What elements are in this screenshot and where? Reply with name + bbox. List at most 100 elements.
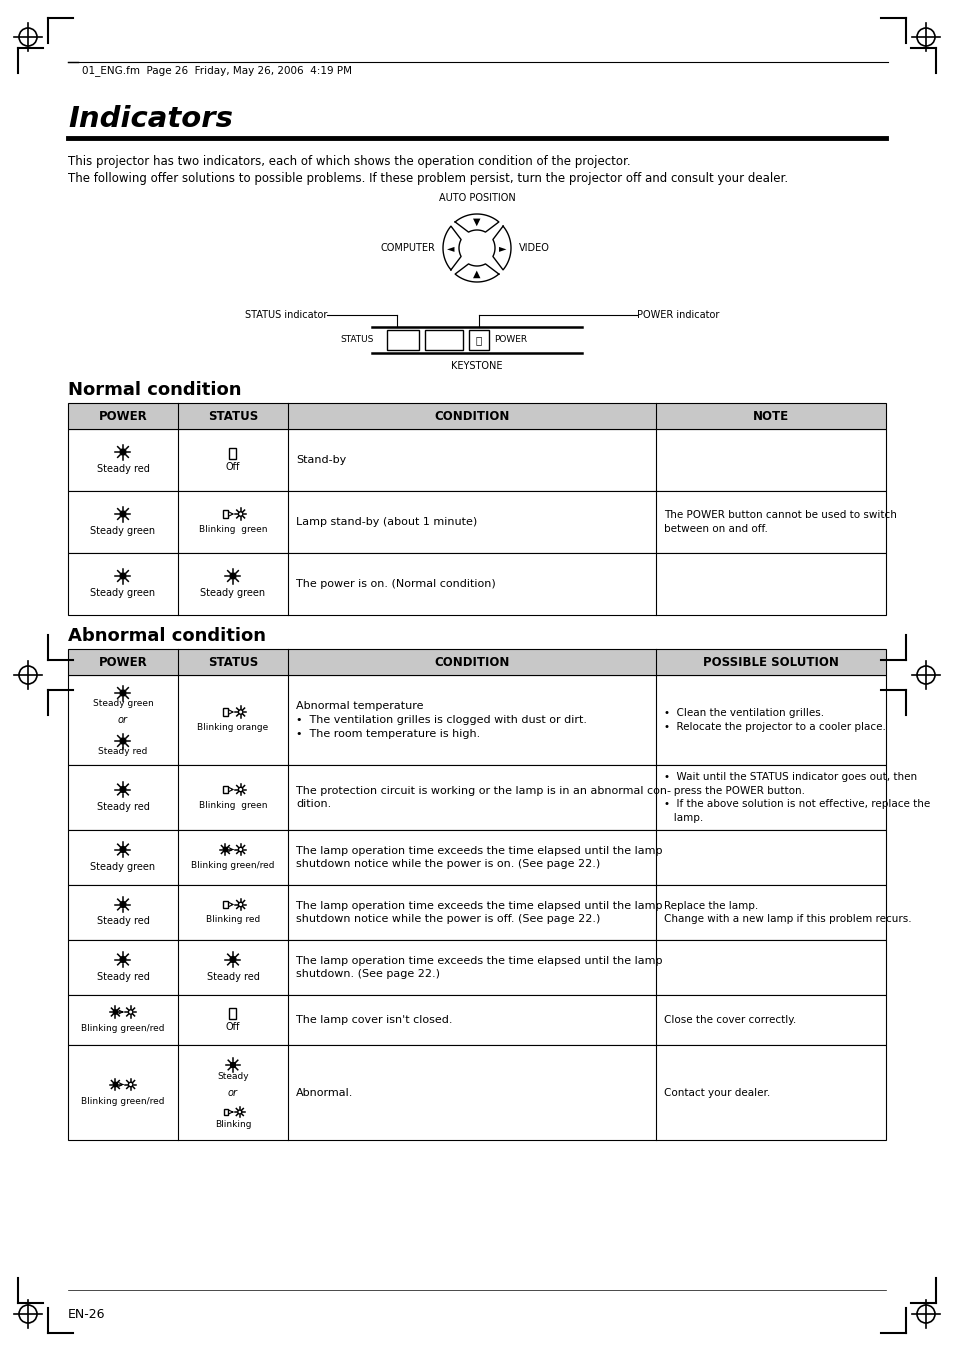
Text: Blinking green/red: Blinking green/red bbox=[81, 1024, 165, 1034]
Text: KEYSTONE: KEYSTONE bbox=[451, 361, 502, 372]
Circle shape bbox=[113, 1082, 117, 1086]
Text: ⏻: ⏻ bbox=[476, 335, 481, 345]
Bar bbox=[68, 430, 885, 490]
Text: EN-26: EN-26 bbox=[68, 1308, 106, 1321]
Bar bbox=[68, 648, 885, 676]
Text: Stand-by: Stand-by bbox=[295, 455, 346, 465]
Text: ▼: ▼ bbox=[473, 218, 480, 227]
Circle shape bbox=[129, 1082, 132, 1086]
Text: Blinking  green: Blinking green bbox=[198, 801, 267, 809]
Bar bbox=[68, 830, 885, 885]
Text: Lamp stand-by (about 1 minute): Lamp stand-by (about 1 minute) bbox=[295, 517, 476, 527]
Text: •  Clean the ventilation grilles.
•  Relocate the projector to a cooler place.: • Clean the ventilation grilles. • Reloc… bbox=[663, 708, 885, 732]
Text: VIDEO: VIDEO bbox=[518, 243, 549, 253]
Bar bbox=[387, 330, 418, 350]
Text: Steady green: Steady green bbox=[91, 862, 155, 871]
Text: Steady red: Steady red bbox=[96, 463, 150, 474]
Text: Steady green: Steady green bbox=[91, 526, 155, 536]
Circle shape bbox=[120, 573, 126, 580]
Circle shape bbox=[120, 847, 126, 852]
Bar bbox=[68, 490, 885, 553]
Circle shape bbox=[120, 449, 126, 455]
Bar bbox=[68, 1046, 885, 1140]
Text: Close the cover correctly.: Close the cover correctly. bbox=[663, 1015, 796, 1025]
Circle shape bbox=[120, 738, 126, 744]
Text: POSSIBLE SOLUTION: POSSIBLE SOLUTION bbox=[702, 655, 838, 669]
Bar bbox=[223, 901, 228, 908]
Text: Contact your dealer.: Contact your dealer. bbox=[663, 1088, 769, 1097]
Text: STATUS: STATUS bbox=[208, 655, 258, 669]
Circle shape bbox=[113, 1009, 117, 1015]
Circle shape bbox=[129, 1009, 132, 1015]
Circle shape bbox=[237, 1111, 241, 1115]
Text: POWER: POWER bbox=[494, 335, 527, 345]
Text: POWER: POWER bbox=[98, 655, 147, 669]
Text: STATUS: STATUS bbox=[208, 409, 258, 423]
Circle shape bbox=[120, 690, 126, 696]
Text: Blinking red: Blinking red bbox=[206, 916, 260, 924]
Circle shape bbox=[230, 1062, 235, 1067]
Bar bbox=[230, 1008, 236, 1019]
Text: Blinking green/red: Blinking green/red bbox=[81, 1097, 165, 1105]
Text: •  Wait until the STATUS indicator goes out, then
   press the POWER button.
•  : • Wait until the STATUS indicator goes o… bbox=[663, 773, 929, 823]
Text: COMPUTER: COMPUTER bbox=[379, 243, 435, 253]
Text: The protection circuit is working or the lamp is in an abnormal con-
dition.: The protection circuit is working or the… bbox=[295, 786, 670, 809]
Text: The POWER button cannot be used to switch
between on and off.: The POWER button cannot be used to switc… bbox=[663, 511, 896, 534]
Text: AUTO POSITION: AUTO POSITION bbox=[438, 193, 515, 203]
Bar bbox=[68, 885, 885, 940]
Text: or: or bbox=[118, 715, 128, 725]
Bar bbox=[68, 940, 885, 994]
Text: Steady red: Steady red bbox=[207, 971, 259, 981]
Circle shape bbox=[120, 511, 126, 517]
Circle shape bbox=[223, 847, 228, 851]
Text: The lamp operation time exceeds the time elapsed until the lamp
shutdown. (See p: The lamp operation time exceeds the time… bbox=[295, 955, 661, 979]
Text: CONDITION: CONDITION bbox=[434, 409, 509, 423]
Bar bbox=[223, 511, 228, 517]
Text: Blinking: Blinking bbox=[214, 1120, 251, 1129]
Text: Steady: Steady bbox=[217, 1071, 249, 1081]
Text: This projector has two indicators, each of which shows the operation condition o: This projector has two indicators, each … bbox=[68, 155, 630, 168]
Text: Blinking  green: Blinking green bbox=[198, 526, 267, 534]
Text: POWER indicator: POWER indicator bbox=[637, 309, 719, 320]
Text: Steady red: Steady red bbox=[96, 801, 150, 812]
Text: Normal condition: Normal condition bbox=[68, 381, 241, 399]
Text: NOTE: NOTE bbox=[752, 409, 788, 423]
Text: Blinking orange: Blinking orange bbox=[197, 723, 269, 732]
Text: STATUS: STATUS bbox=[340, 335, 374, 345]
Text: The lamp operation time exceeds the time elapsed until the lamp
shutdown notice : The lamp operation time exceeds the time… bbox=[295, 901, 661, 924]
Bar bbox=[223, 708, 228, 716]
Circle shape bbox=[230, 957, 235, 962]
Bar bbox=[424, 330, 462, 350]
Text: Abnormal condition: Abnormal condition bbox=[68, 627, 266, 644]
Text: Abnormal.: Abnormal. bbox=[295, 1088, 353, 1097]
Text: ►: ► bbox=[498, 243, 506, 253]
Circle shape bbox=[238, 788, 243, 792]
Bar bbox=[68, 994, 885, 1046]
Text: ▲: ▲ bbox=[473, 269, 480, 280]
Text: Off: Off bbox=[226, 462, 240, 471]
Text: MENU: MENU bbox=[389, 335, 416, 345]
Circle shape bbox=[238, 847, 243, 851]
Text: The lamp cover isn't closed.: The lamp cover isn't closed. bbox=[295, 1015, 452, 1025]
Text: The following offer solutions to possible problems. If these problem persist, tu: The following offer solutions to possibl… bbox=[68, 172, 787, 185]
Circle shape bbox=[238, 902, 243, 907]
Bar bbox=[68, 553, 885, 615]
Text: ENTER: ENTER bbox=[429, 335, 458, 345]
Bar bbox=[230, 447, 236, 458]
Text: 01_ENG.fm  Page 26  Friday, May 26, 2006  4:19 PM: 01_ENG.fm Page 26 Friday, May 26, 2006 4… bbox=[82, 65, 352, 76]
Circle shape bbox=[238, 512, 243, 516]
Text: Abnormal temperature
•  The ventilation grilles is clogged with dust or dirt.
• : Abnormal temperature • The ventilation g… bbox=[295, 701, 586, 739]
Text: or: or bbox=[228, 1088, 237, 1097]
Text: Steady green: Steady green bbox=[91, 588, 155, 598]
Text: Steady red: Steady red bbox=[96, 971, 150, 981]
Text: Replace the lamp.
Change with a new lamp if this problem recurs.: Replace the lamp. Change with a new lamp… bbox=[663, 901, 911, 924]
Circle shape bbox=[230, 573, 235, 580]
Circle shape bbox=[238, 709, 243, 715]
Bar bbox=[223, 786, 228, 793]
Bar bbox=[469, 330, 489, 350]
Bar bbox=[68, 676, 885, 765]
Text: Blinking green/red: Blinking green/red bbox=[191, 862, 274, 870]
Text: Steady green: Steady green bbox=[200, 588, 265, 598]
Bar bbox=[68, 765, 885, 830]
Text: The lamp operation time exceeds the time elapsed until the lamp
shutdown notice : The lamp operation time exceeds the time… bbox=[295, 846, 661, 869]
